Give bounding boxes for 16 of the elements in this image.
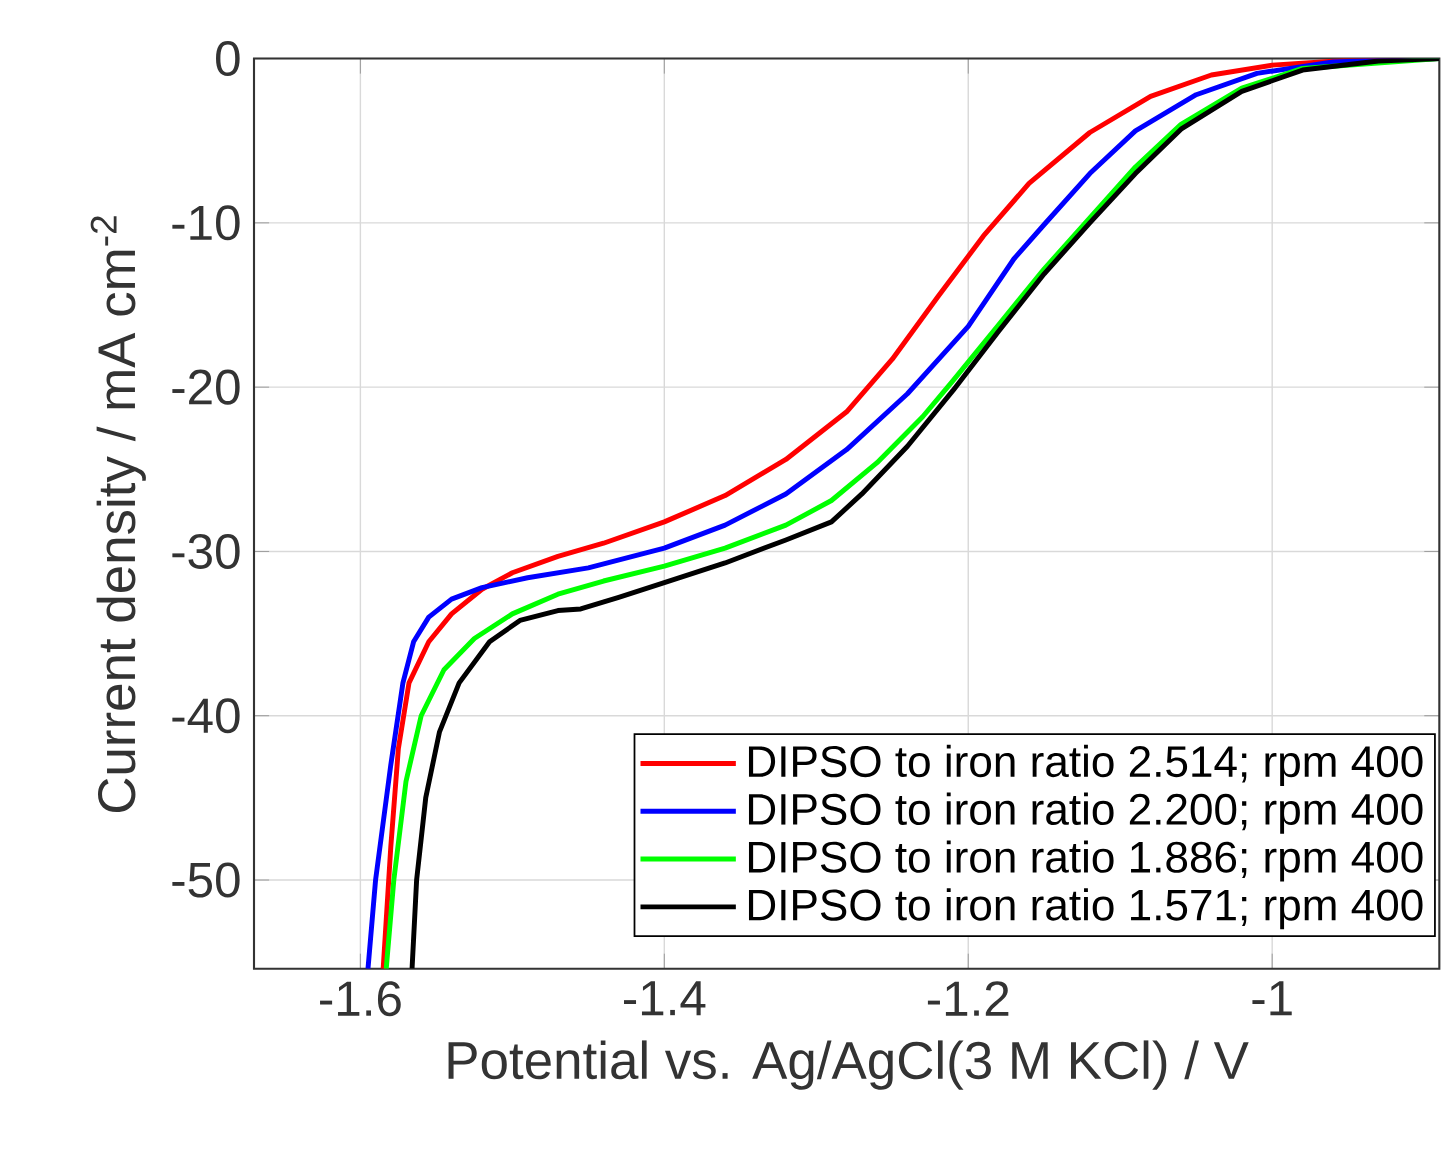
- legend-label: DIPSO to iron ratio 1.886; rpm 400: [748, 840, 1423, 882]
- legend-label: DIPSO to iron ratio 1.571; rpm 400: [748, 888, 1423, 930]
- x-tick-label: -1.6: [320, 981, 401, 1017]
- legend-label: DIPSO to iron ratio 2.200; rpm 400: [748, 792, 1423, 834]
- y-tick-label: 0: [216, 40, 240, 76]
- y-tick-label: -50: [172, 862, 240, 898]
- y-tick-label: -10: [172, 205, 240, 241]
- x-tick-label: -1.4: [623, 981, 706, 1016]
- y-tick-label: -20: [172, 369, 240, 405]
- y-tick-label: -40: [172, 698, 240, 734]
- y-axis-title: Current density / mA cm$^{-2}$: [90, 216, 146, 812]
- x-tick-label: -1: [1252, 981, 1292, 1016]
- y-tick-label: -30: [172, 533, 240, 569]
- legend-label: DIPSO to iron ratio 2.514; rpm 400: [748, 744, 1423, 786]
- x-tick-label: -1.2: [927, 981, 1009, 1016]
- x-axis-title: Potential vs. Ag/AgCl(3 M KCl) / V: [448, 1040, 1249, 1090]
